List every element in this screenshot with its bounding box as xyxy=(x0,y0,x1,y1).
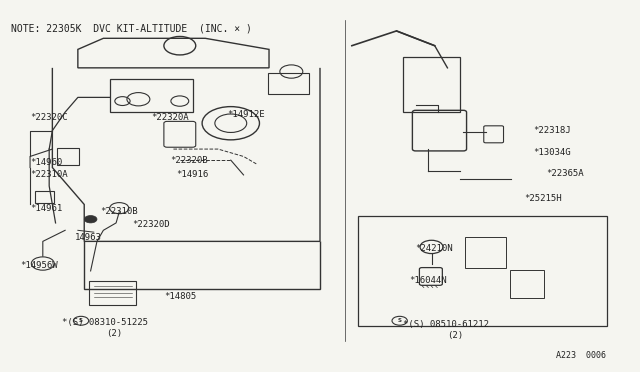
Text: S: S xyxy=(397,318,402,323)
Text: *22310B: *22310B xyxy=(100,207,138,217)
Text: *22365A: *22365A xyxy=(546,169,584,177)
Text: *22318J: *22318J xyxy=(534,126,571,135)
Text: *22320A: *22320A xyxy=(151,113,189,122)
Text: *14960: *14960 xyxy=(30,157,62,167)
Text: *13034G: *13034G xyxy=(534,148,571,157)
Text: NOTE: 22305K  DVC KIT-ALTITUDE  (INC. × ): NOTE: 22305K DVC KIT-ALTITUDE (INC. × ) xyxy=(11,23,252,33)
Text: *22310A: *22310A xyxy=(30,170,68,179)
Text: *22320B: *22320B xyxy=(170,155,208,165)
Text: A223  0006: A223 0006 xyxy=(556,350,606,359)
Text: S: S xyxy=(79,318,83,323)
Text: *14956W: *14956W xyxy=(20,261,58,270)
Text: (2): (2) xyxy=(447,331,463,340)
Text: *(S) 08510-61212: *(S) 08510-61212 xyxy=(403,320,489,329)
Text: *14805: *14805 xyxy=(164,292,196,301)
Text: *14916: *14916 xyxy=(177,170,209,179)
Text: *25215H: *25215H xyxy=(524,195,561,203)
Text: *22320C: *22320C xyxy=(30,113,68,122)
Circle shape xyxy=(84,215,97,223)
Text: *(S) 08310-51225: *(S) 08310-51225 xyxy=(62,318,148,327)
Text: 14963: 14963 xyxy=(75,233,102,242)
Text: *14912E: *14912E xyxy=(228,109,265,119)
Text: *24210N: *24210N xyxy=(415,244,453,253)
Text: (2): (2) xyxy=(106,329,123,338)
Text: *22320D: *22320D xyxy=(132,220,170,229)
Text: *14961: *14961 xyxy=(30,203,62,213)
Text: *16044N: *16044N xyxy=(409,276,447,285)
